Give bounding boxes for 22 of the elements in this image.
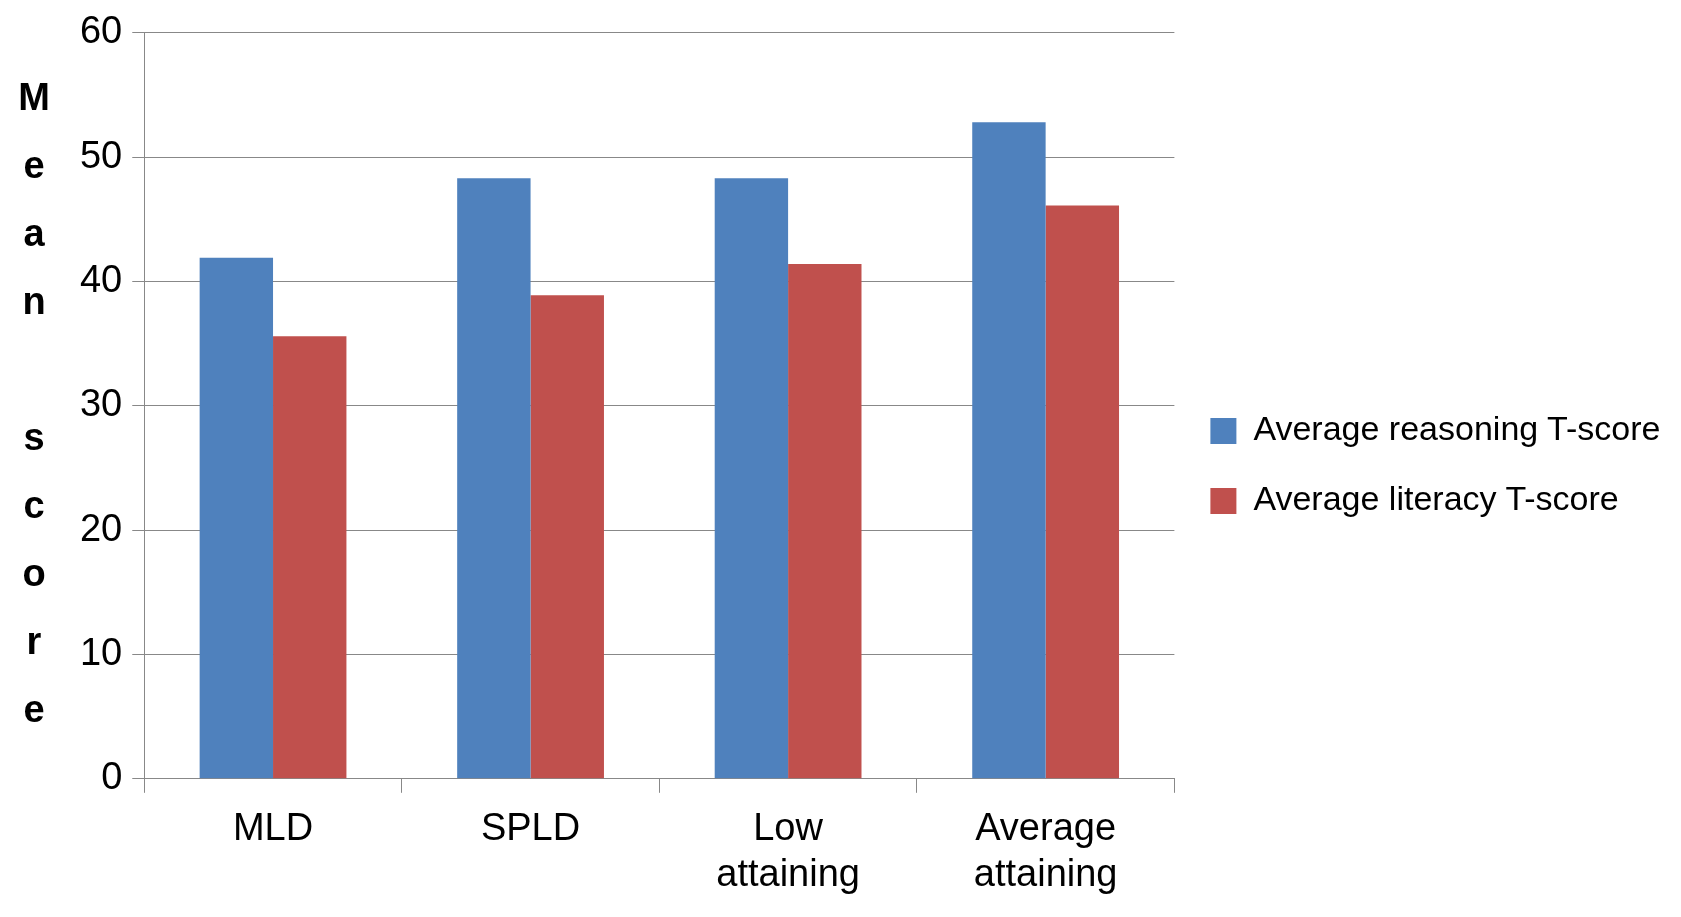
x-tick-label: Low attaining [716, 806, 860, 894]
legend-label: Average reasoning T-score [1253, 409, 1661, 448]
y-tick-label: 50 [79, 133, 123, 176]
x-tick-label: MLD [232, 806, 314, 849]
y-tick-label: 30 [79, 382, 123, 425]
bar [788, 264, 862, 779]
y-tick-label: 10 [79, 630, 123, 673]
bar [199, 257, 274, 779]
bar [273, 336, 347, 779]
y-tick-label: 60 [79, 9, 123, 52]
x-tick-label: Average attaining [973, 806, 1118, 894]
bar [530, 295, 604, 779]
y-tick-label: 20 [79, 506, 123, 549]
bar [457, 178, 531, 779]
text: Mean score [18, 76, 50, 731]
bar [1045, 205, 1120, 779]
bar [972, 122, 1046, 779]
y-tick-label: 40 [79, 257, 123, 300]
y-tick-label: 0 [101, 755, 123, 798]
bar [714, 178, 789, 779]
legend-label: Average literacy T-score [1253, 479, 1619, 518]
x-tick-label: SPLD [480, 806, 581, 849]
